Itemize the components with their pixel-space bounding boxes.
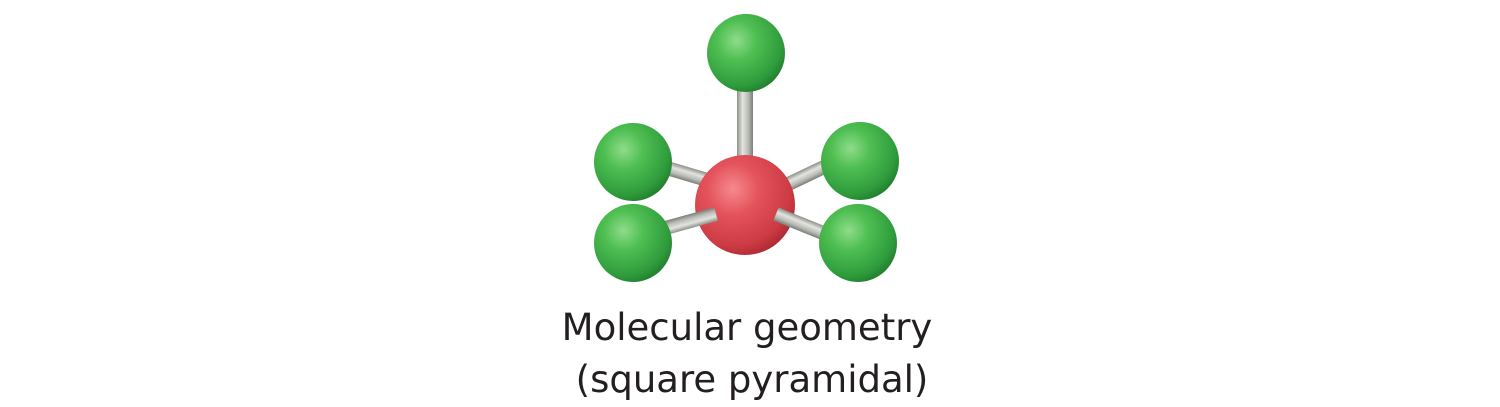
bond-axial	[737, 80, 753, 162]
atom-ligand-upper-left	[594, 123, 672, 201]
atom-ligand-top	[707, 14, 785, 92]
atom-ligand-lower-left	[594, 204, 672, 282]
atom-central	[695, 155, 795, 255]
atom-ligand-upper-right	[821, 122, 899, 200]
caption-subtitle: (square pyramidal)	[575, 358, 929, 401]
caption-title: Molecular geometry	[561, 306, 933, 349]
molecule-diagram	[594, 14, 899, 282]
atom-ligand-lower-right	[819, 204, 897, 282]
